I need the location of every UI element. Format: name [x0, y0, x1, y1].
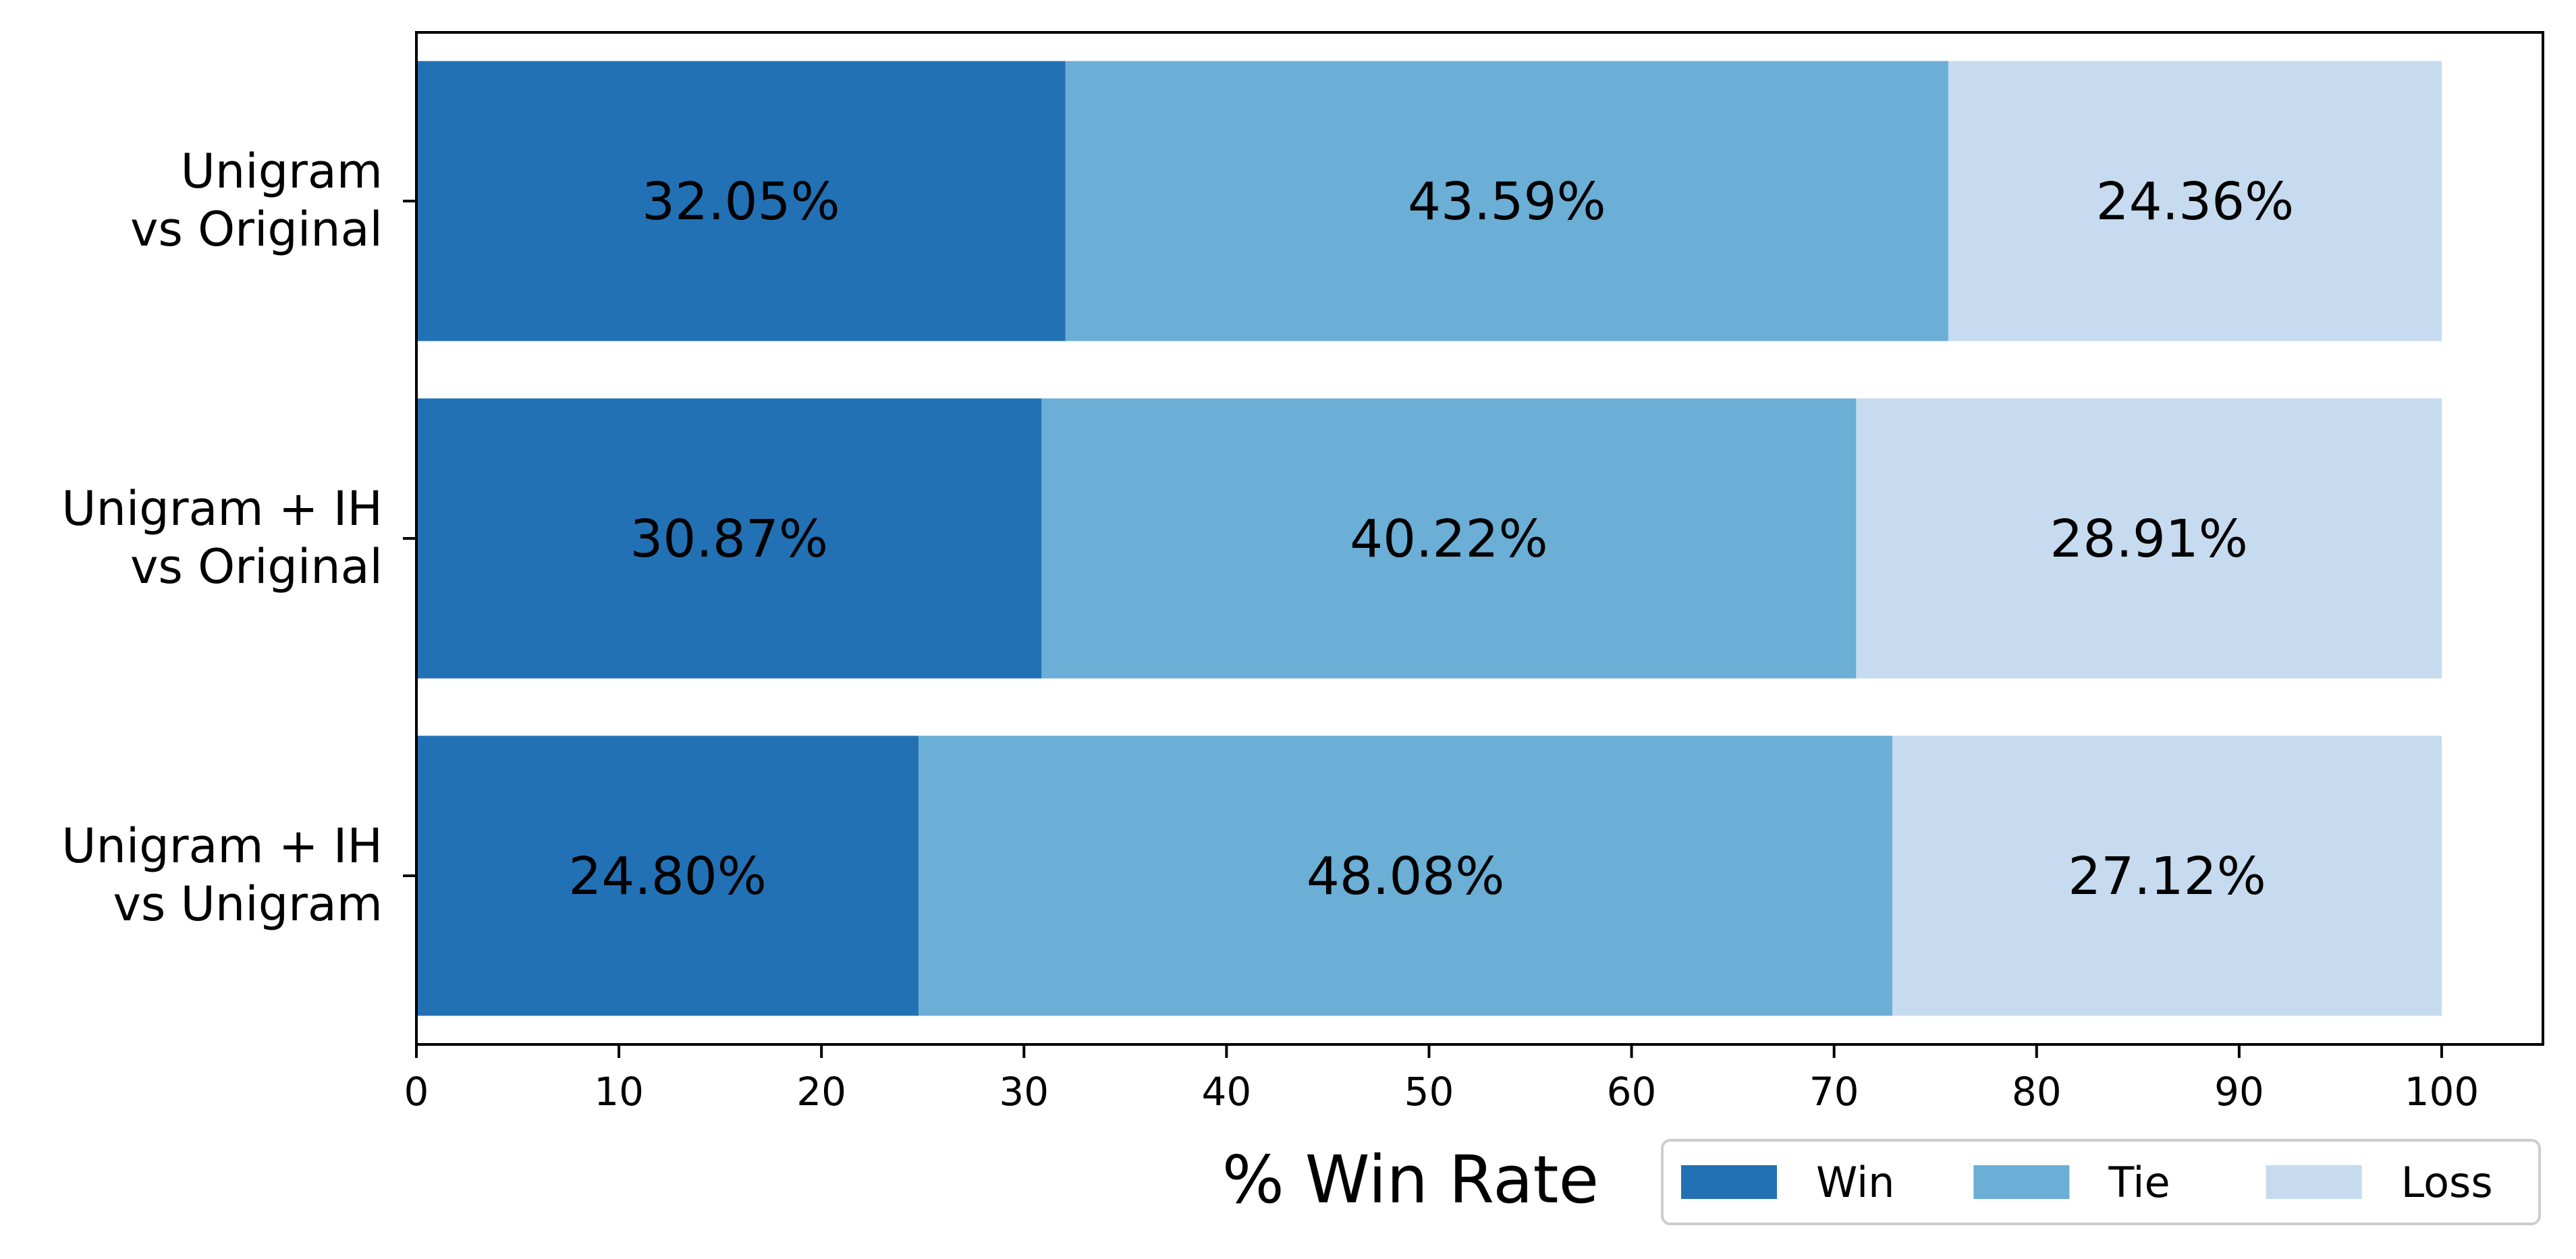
- x-tick-label: 50: [1404, 1069, 1454, 1115]
- bar-win-0: [416, 61, 1066, 341]
- legend-label-tie: Tie: [2108, 1158, 2170, 1207]
- bar-value-label: 32.05%: [642, 172, 840, 232]
- bar-loss-1: [1856, 398, 2442, 679]
- bar-tie-2: [919, 735, 1893, 1016]
- x-tick-label: 90: [2214, 1069, 2264, 1115]
- x-axis-title: % Win Rate: [1222, 1142, 1599, 1218]
- legend-box: [1661, 1139, 2541, 1225]
- bar-tie-0: [1065, 61, 1948, 341]
- x-tick-label: 80: [2012, 1069, 2062, 1115]
- bar-value-label: 48.08%: [1307, 847, 1505, 907]
- x-tick-label: 60: [1607, 1069, 1657, 1115]
- x-tick-label: 20: [796, 1069, 846, 1115]
- y-category-label: Unigram vs Original: [130, 144, 383, 257]
- bar-loss-2: [1892, 735, 2442, 1016]
- bar-tie-1: [1041, 398, 1857, 679]
- x-tick-label: 100: [2405, 1069, 2479, 1115]
- x-tick-label: 10: [594, 1069, 644, 1115]
- x-tick-label: 30: [999, 1069, 1049, 1115]
- x-tick-label: 40: [1201, 1069, 1251, 1115]
- y-category-label: Unigram + IH vs Original: [61, 481, 383, 594]
- legend-swatch-tie: [1973, 1165, 2070, 1199]
- x-tick-label: 70: [1809, 1069, 1859, 1115]
- bar-value-label: 28.91%: [2050, 509, 2248, 569]
- bar-win-2: [416, 735, 919, 1016]
- x-tick-label: 0: [404, 1069, 429, 1115]
- bar-value-label: 30.87%: [630, 509, 828, 569]
- bar-value-label: 24.36%: [2096, 172, 2295, 232]
- bar-value-label: 27.12%: [2068, 847, 2266, 907]
- legend-label-win: Win: [1816, 1158, 1894, 1207]
- legend-swatch-loss: [2266, 1165, 2362, 1199]
- bar-value-label: 43.59%: [1408, 172, 1606, 232]
- bar-value-label: 24.80%: [568, 847, 767, 907]
- legend-label-loss: Loss: [2401, 1158, 2493, 1207]
- bar-loss-0: [1948, 61, 2442, 341]
- legend-swatch-win: [1681, 1165, 1777, 1199]
- bar-value-label: 40.22%: [1350, 509, 1548, 569]
- bar-win-1: [416, 398, 1042, 679]
- y-category-label: Unigram + IH vs Unigram: [61, 818, 383, 932]
